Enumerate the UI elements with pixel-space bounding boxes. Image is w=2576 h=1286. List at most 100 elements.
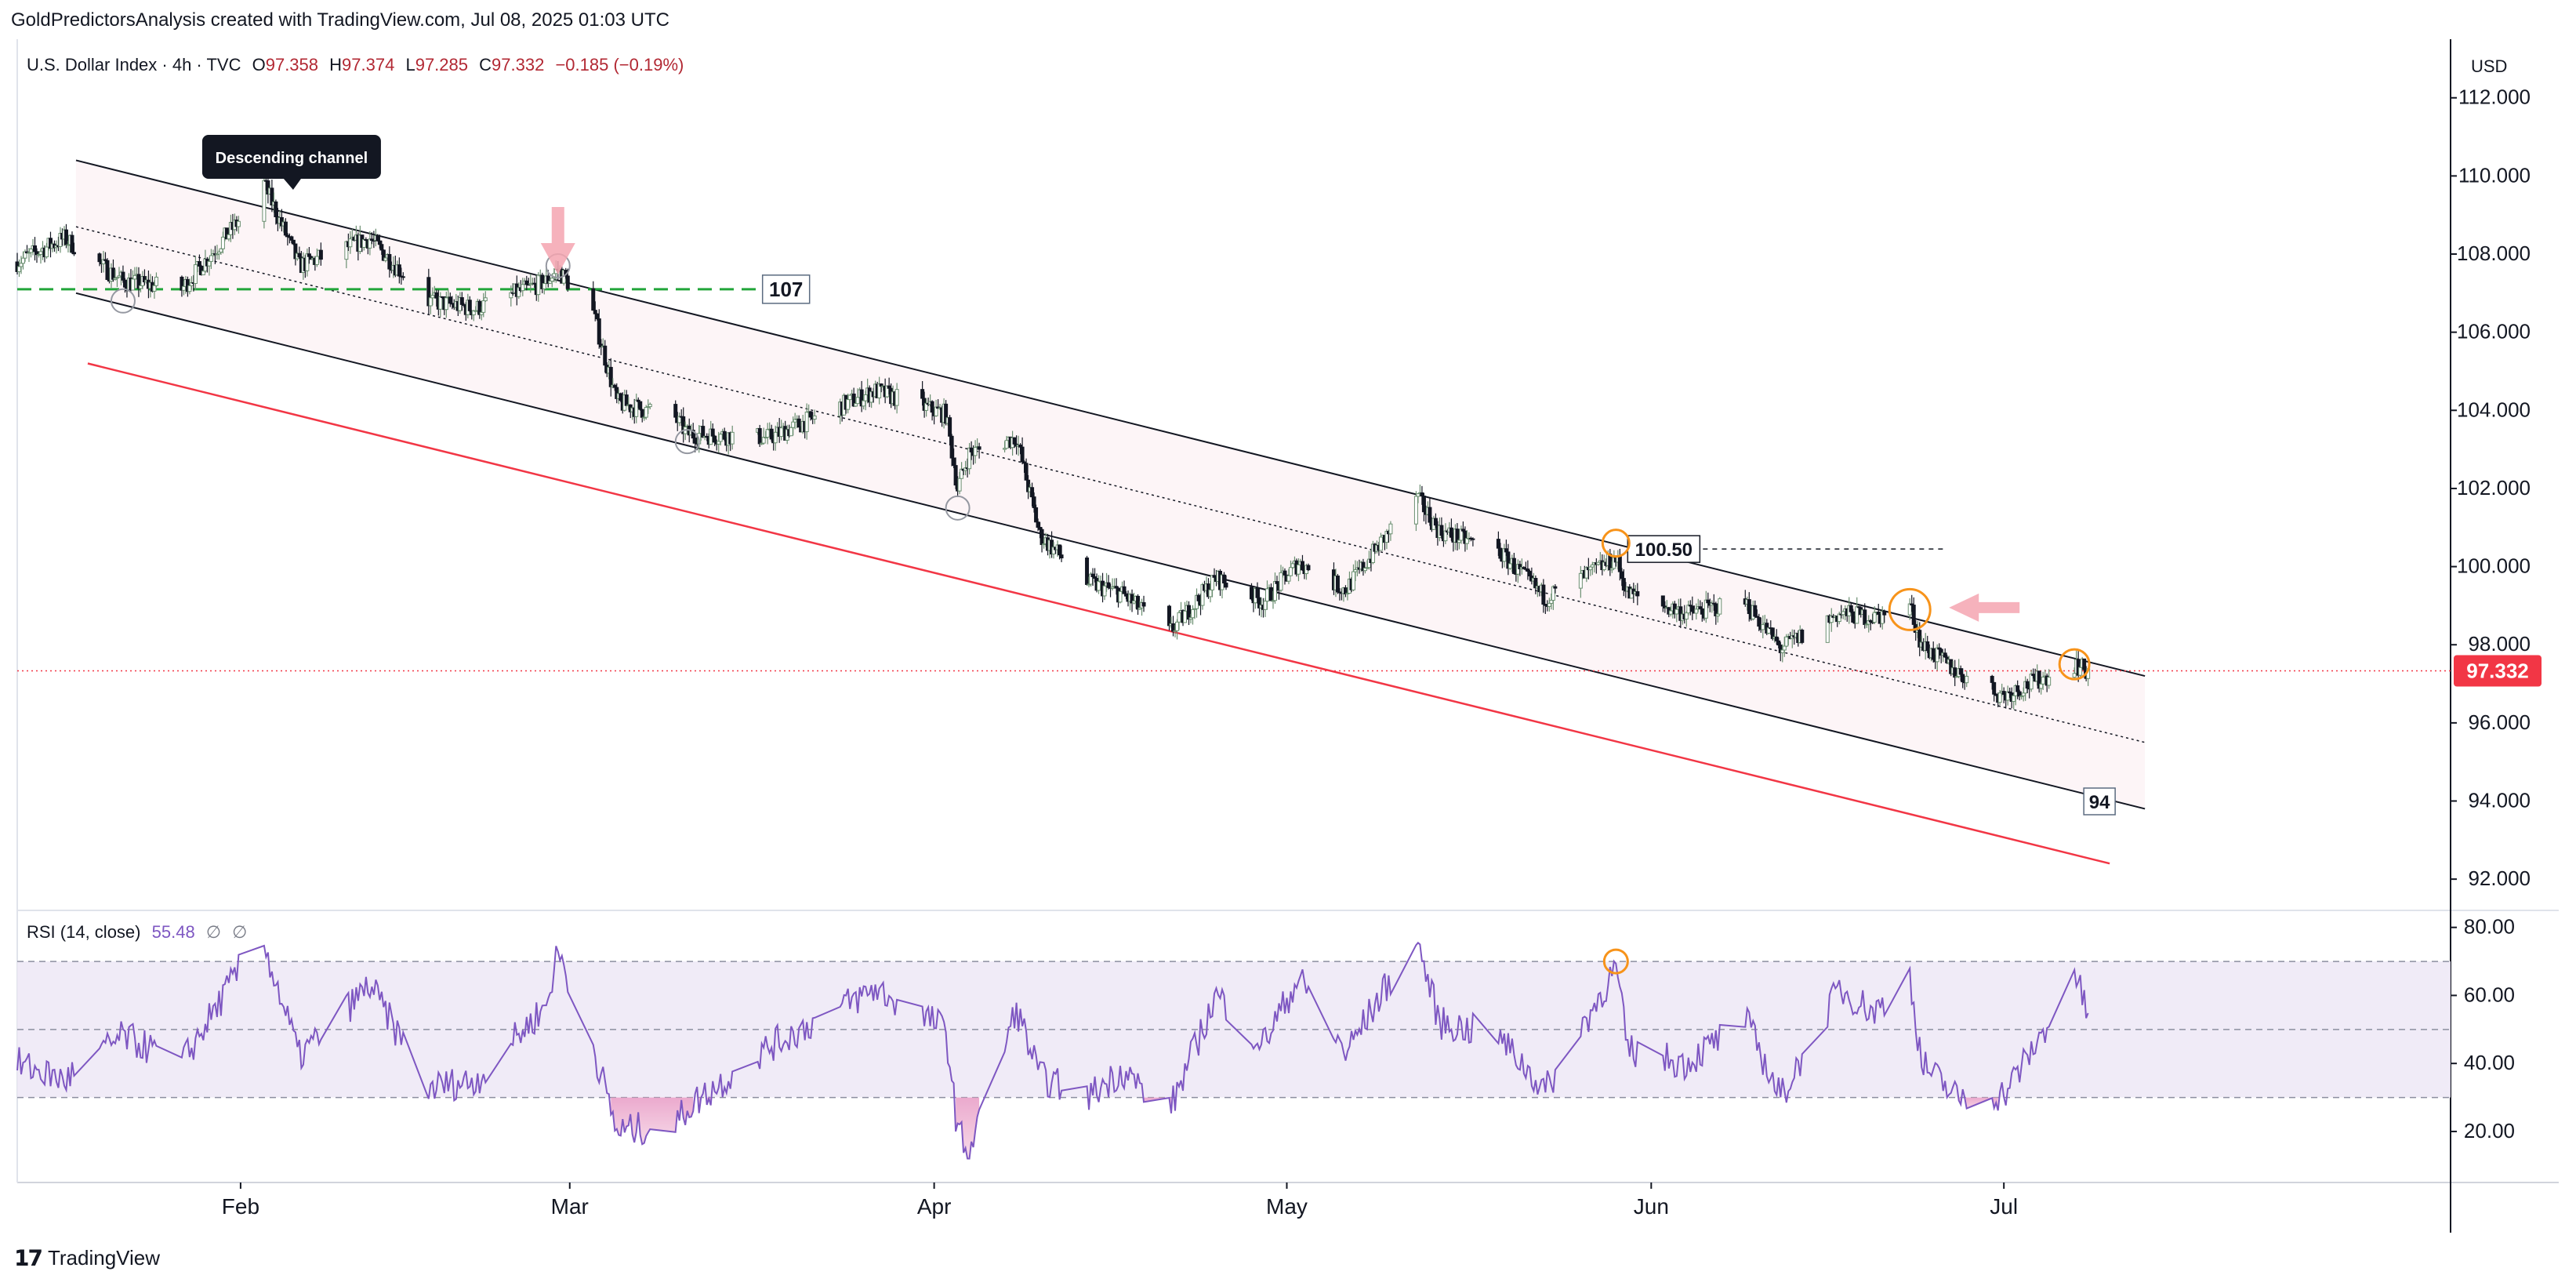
candle-body [439, 296, 442, 309]
price-tick-label: 96.000 [2468, 710, 2531, 734]
rsi-tick-label: 80.00 [2464, 915, 2515, 939]
channel-mid-line[interactable] [76, 227, 2145, 743]
candle-body [713, 436, 717, 442]
label-94: 94 [2089, 792, 2110, 813]
candle-body [1754, 605, 1757, 616]
candle-body [2030, 674, 2033, 689]
candle-body [1499, 548, 1502, 558]
rsi-axis[interactable]: 80.00 60.00 40.00 20.00 [2451, 915, 2515, 1143]
candle-body [1025, 463, 1028, 480]
candle-body [198, 262, 201, 267]
candle-body [1428, 507, 1431, 522]
candle-body [221, 237, 224, 249]
candle-body [639, 401, 642, 409]
candle-body [429, 298, 432, 306]
candle-body [864, 394, 867, 401]
rsi-tick-label: 20.00 [2464, 1119, 2515, 1143]
candle-body [1718, 599, 1722, 615]
candle-body [719, 434, 722, 441]
candle-body [644, 407, 648, 417]
candle-body [809, 412, 812, 417]
candle-body [792, 422, 795, 427]
chart-canvas[interactable]: Descending channel107100.5094 112.000110… [0, 0, 2576, 1286]
candle-body [274, 202, 278, 216]
candle-body [1256, 589, 1259, 598]
candle-body [1508, 564, 1511, 569]
candle-body [133, 275, 136, 279]
price-tick-label: 94.000 [2468, 789, 2531, 812]
candle-body [1908, 604, 1911, 615]
callout-text: Descending channel [216, 150, 368, 167]
candle-body [731, 432, 734, 444]
candle-body [1422, 496, 1425, 512]
candle-body [1636, 591, 1639, 595]
rsi-tick-label: 60.00 [2464, 983, 2515, 1006]
candle-body [1781, 650, 1784, 652]
time-axis[interactable]: Feb Mar Apr May Jun Jul [222, 1182, 2018, 1219]
candle-body [640, 409, 644, 417]
candle-body [292, 240, 295, 244]
candle-body [1622, 579, 1625, 590]
candle-body [1775, 637, 1778, 641]
candle-body [1188, 605, 1191, 619]
candle-body [1589, 567, 1592, 570]
candle-body [1265, 589, 1268, 601]
candle-body [766, 430, 769, 438]
candle-body [1912, 605, 1915, 625]
candle-body [1301, 561, 1304, 570]
candle-body [1669, 611, 1672, 614]
candle-body [1225, 583, 1228, 587]
candle-body [1685, 613, 1688, 619]
candle-body [1618, 557, 1621, 572]
candle-body [566, 276, 569, 289]
rsi-tick-label: 40.00 [2464, 1051, 2515, 1074]
rsi-pane[interactable] [17, 943, 2451, 1158]
descending-channel[interactable] [17, 160, 2451, 863]
candle-body [1849, 605, 1852, 612]
candle-body [593, 311, 597, 314]
candle-body [298, 253, 301, 257]
candle-body [460, 298, 463, 305]
candle-body [1032, 497, 1036, 508]
candle-body [315, 256, 318, 264]
candle-body [780, 428, 783, 437]
candle-body [954, 466, 957, 485]
candle-body [609, 367, 612, 387]
candle-body [2073, 674, 2076, 678]
candle-body [1497, 539, 1500, 549]
channel-upper-line[interactable] [76, 160, 2145, 676]
candle-body [1036, 522, 1039, 528]
candle-body [1123, 587, 1126, 594]
price-tick-label: 110.000 [2458, 163, 2531, 187]
price-axis[interactable]: 112.000 110.000 108.000 106.000 104.000 102.0… [2451, 85, 2542, 890]
candle-body [1856, 607, 1859, 623]
candle-body [1192, 609, 1195, 617]
candle-body [1098, 581, 1101, 590]
candle-body [2022, 693, 2025, 696]
candle-body [537, 275, 540, 295]
time-tick-label: Jul [1990, 1194, 2018, 1219]
candle-body [1758, 617, 1761, 626]
candle-body [482, 301, 485, 313]
candle-body [931, 401, 934, 412]
candle-body [2002, 692, 2005, 695]
label-10050: 100.50 [1635, 539, 1693, 561]
candle-body [1695, 609, 1698, 613]
candle-body [1035, 507, 1038, 521]
candle-body [805, 412, 808, 431]
candle-body [1691, 606, 1694, 612]
time-tick-label: Mar [551, 1194, 589, 1219]
candle-body [45, 247, 48, 256]
candle-body [1336, 576, 1339, 592]
candle-body [284, 222, 287, 235]
candle-body [2040, 684, 2043, 688]
channel-lower-line[interactable] [76, 293, 2145, 809]
candle-body [64, 230, 67, 245]
candle-body [723, 431, 726, 439]
candle-body [71, 235, 74, 252]
candle-body [635, 400, 638, 416]
candle-body [435, 292, 438, 298]
candle-body [201, 271, 205, 275]
candle-body [619, 394, 622, 401]
candle-body [1965, 676, 1968, 682]
